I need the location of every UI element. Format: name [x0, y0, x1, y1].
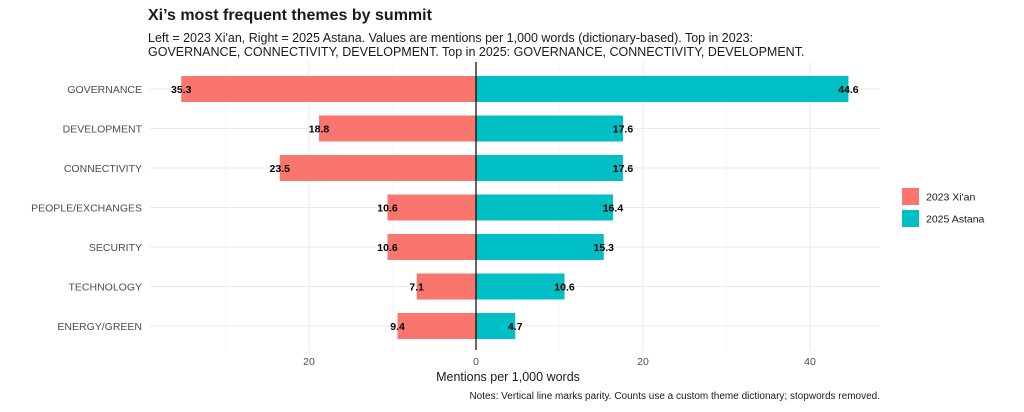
x-tick-label: 40 — [804, 356, 816, 368]
legend-label: 2023 Xi'an — [926, 192, 975, 204]
x-axis-title: Mentions per 1,000 words — [436, 370, 580, 384]
bar-2025-security — [476, 234, 604, 260]
bar-2025-energy-green — [476, 313, 516, 339]
category-label: SECURITY — [89, 242, 142, 254]
data-label-2023: 10.6 — [377, 203, 398, 215]
data-label-2023: 23.5 — [270, 163, 291, 175]
data-label-2025: 4.7 — [508, 321, 523, 333]
bar-2025-technology — [476, 273, 565, 300]
bar-2025-development — [476, 115, 623, 142]
data-label-2025: 10.6 — [554, 282, 575, 294]
category-label: TECHNOLOGY — [68, 282, 142, 294]
bar-2023-governance — [181, 76, 476, 102]
category-label: DEVELOPMENT — [63, 124, 143, 136]
bar-2025-governance — [476, 76, 849, 102]
data-label-2025: 17.6 — [613, 163, 634, 175]
bar-2025-people-exchanges — [476, 194, 613, 221]
category-label: CONNECTIVITY — [64, 163, 142, 175]
bar-2023-energy-green — [397, 313, 476, 339]
bar-layer — [181, 76, 849, 339]
data-label-2023: 7.1 — [409, 282, 424, 294]
data-label-2023: 35.3 — [171, 84, 192, 96]
data-label-2023: 9.4 — [390, 321, 405, 333]
chart-title: Xi’s most frequent themes by summit — [148, 7, 432, 24]
legend: 2023 Xi'an 2025 Astana — [902, 188, 985, 227]
label-layer: 35.3 44.6 18.8 17.6 23.5 17.6 10.6 16.4 10.6 15.3… — [171, 84, 859, 333]
chart-subtitle: Left = 2023 Xi'an, Right = 2025 Astana. … — [148, 31, 805, 59]
axis-layer: GOVERNANCE DEVELOPMENT CONNECTIVITY PEOPLE/… — [31, 62, 816, 368]
category-label: ENERGY/GREEN — [57, 321, 142, 333]
legend-label: 2025 Astana — [926, 214, 985, 226]
legend-swatch — [902, 210, 919, 227]
x-tick-label: 20 — [637, 356, 649, 368]
category-label: PEOPLE/EXCHANGES — [31, 203, 142, 215]
data-label-2023: 10.6 — [377, 242, 398, 254]
bar-2023-development — [319, 115, 476, 142]
data-label-2025: 15.3 — [594, 242, 615, 254]
data-label-2023: 18.8 — [309, 124, 330, 136]
data-label-2025: 16.4 — [603, 203, 624, 215]
legend-swatch — [902, 188, 919, 205]
data-label-2025: 17.6 — [613, 124, 634, 136]
bar-2023-connectivity — [279, 155, 476, 181]
bar-2023-people-exchanges — [387, 194, 476, 221]
bar-2023-security — [387, 234, 476, 260]
bar-2023-technology — [416, 273, 476, 300]
data-label-2025: 44.6 — [838, 84, 859, 96]
caption-note: Notes: Vertical line marks parity. Count… — [469, 391, 880, 402]
bar-2025-connectivity — [476, 155, 623, 181]
x-tick-label: 20 — [303, 356, 315, 368]
category-label: GOVERNANCE — [67, 84, 142, 96]
x-tick-label: 0 — [473, 356, 479, 368]
